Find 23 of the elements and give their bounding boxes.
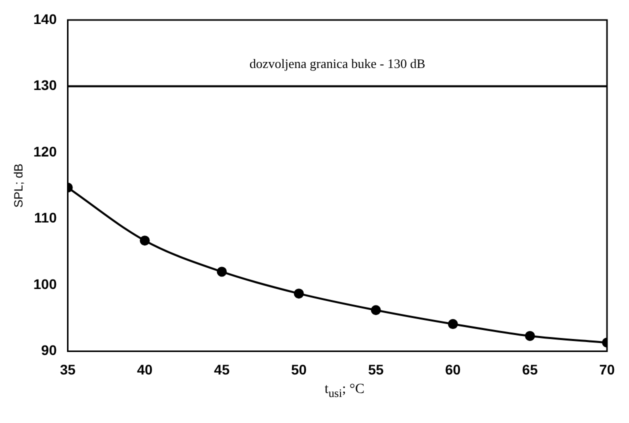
x-tick-label: 60 [445, 361, 461, 378]
point [370, 305, 381, 316]
x-tick-label: 55 [368, 361, 384, 378]
y-tick-label: 140 [33, 10, 57, 27]
x-tick-label: 40 [137, 361, 153, 378]
point [216, 266, 227, 277]
x-tick-label: 50 [291, 361, 307, 378]
x-tick-label: 45 [214, 361, 230, 378]
y-tick-label: 110 [34, 210, 57, 226]
ref-line-label: dozvoljena granica buke - 130 dB [249, 56, 426, 72]
point [448, 319, 458, 330]
y-tick-label: 120 [33, 143, 57, 160]
x-tick-label: 65 [522, 361, 538, 378]
y-tick-label: 130 [33, 77, 57, 94]
point [524, 330, 535, 341]
point [140, 236, 150, 246]
y-tick-label: 100 [33, 276, 57, 292]
x-tick-label: 35 [60, 361, 76, 378]
y-tick-label: 90 [41, 342, 57, 358]
x-axis-title: t$_{usi}$; °C [324, 382, 366, 400]
y-axis-title: SPL; dB [12, 164, 26, 208]
point [294, 288, 304, 299]
x-tick-label: 70 [599, 361, 615, 378]
